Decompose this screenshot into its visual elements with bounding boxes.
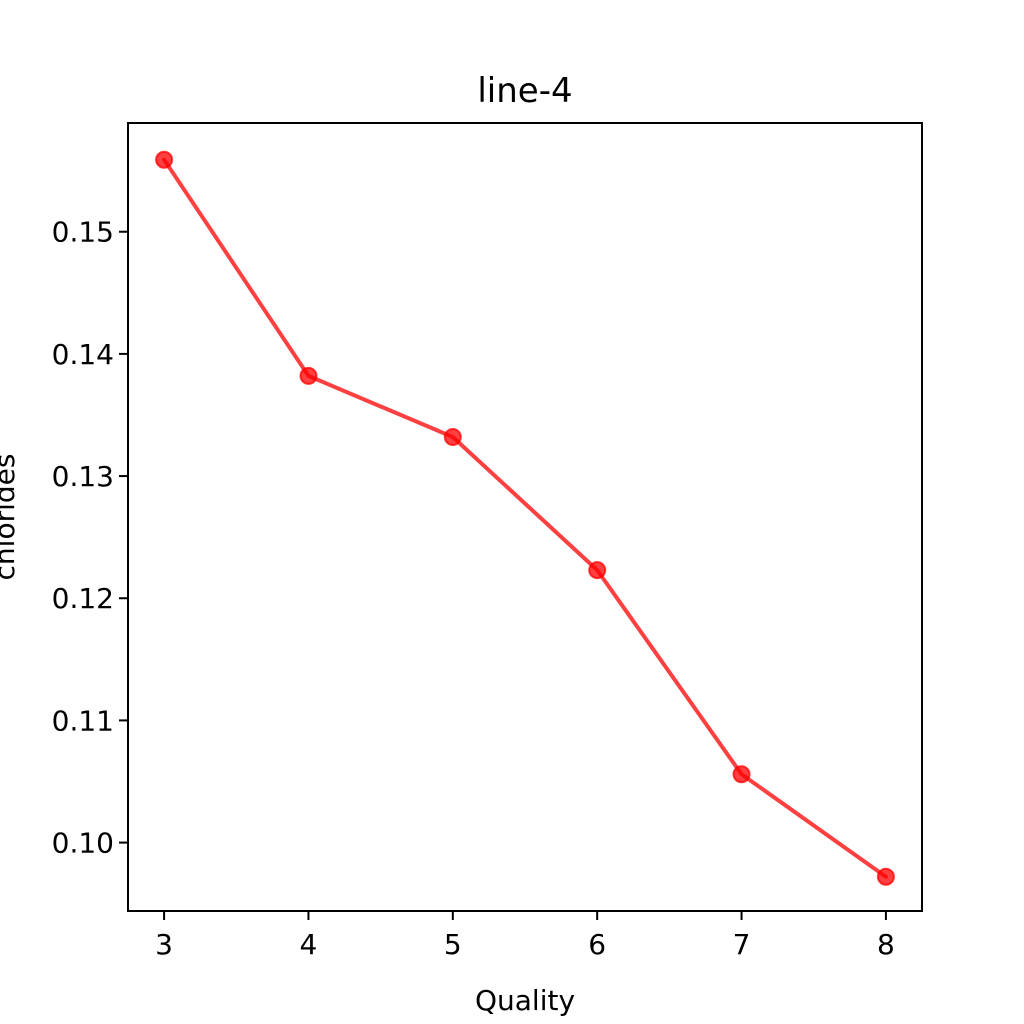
y-axis-label: chlorides: [0, 454, 21, 581]
data-point: [155, 150, 174, 169]
data-point: [732, 765, 751, 784]
x-axis: 3 4 5 6 7 8: [155, 911, 895, 961]
x-axis-label: Quality: [475, 984, 575, 1017]
x-tick-label: 7: [733, 928, 751, 961]
data-point: [299, 366, 318, 385]
data-point: [588, 561, 607, 580]
plot-area: [155, 150, 895, 886]
x-tick-label: 8: [877, 928, 895, 961]
y-tick-label: 0.15: [52, 216, 114, 249]
series-line: [162, 157, 888, 879]
data-point: [443, 428, 462, 446]
y-tick-label: 0.11: [52, 704, 114, 737]
x-tick-label: 3: [155, 928, 173, 961]
y-tick-label: 0.10: [52, 827, 114, 860]
data-point: [876, 867, 895, 886]
y-axis: 0.10 0.11 0.12 0.13 0.14 0.15: [52, 216, 128, 860]
x-tick-label: 5: [444, 928, 462, 961]
y-tick-label: 0.14: [52, 338, 114, 371]
x-tick-label: 6: [588, 928, 606, 961]
x-tick-label: 4: [300, 928, 318, 961]
axes-frame: [127, 122, 923, 912]
y-tick-label: 0.13: [52, 460, 114, 493]
y-tick-label: 0.12: [52, 582, 114, 615]
chart-title: line-4: [477, 71, 572, 111]
